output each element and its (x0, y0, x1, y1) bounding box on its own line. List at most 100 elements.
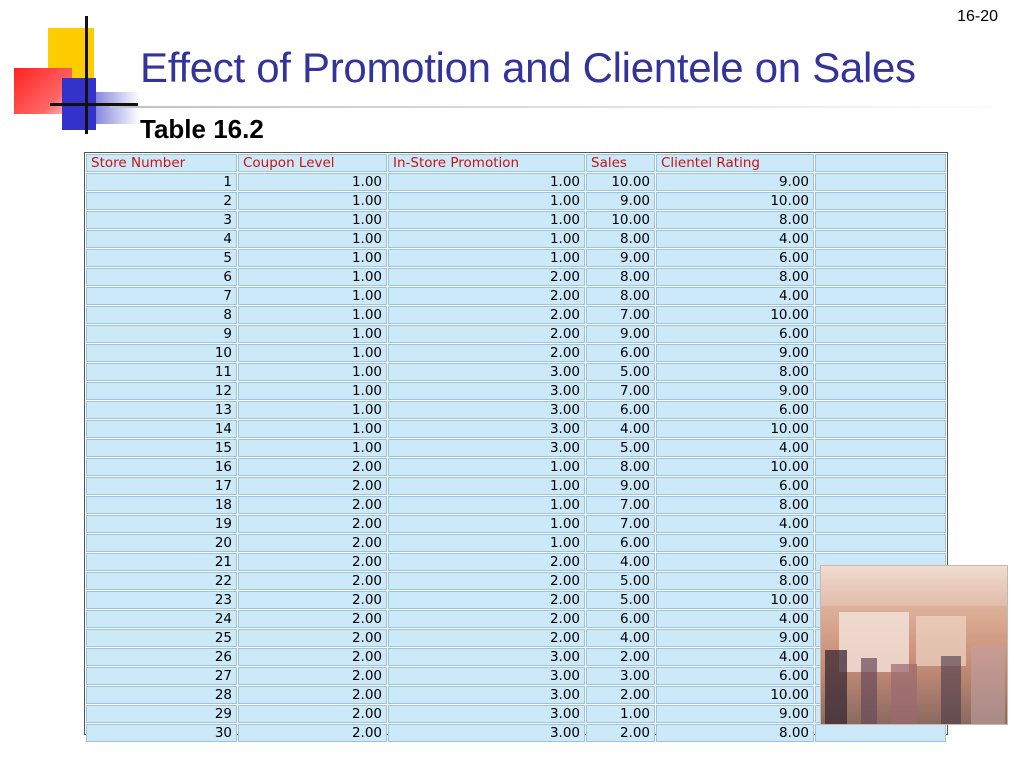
table-row: 16 2.00 1.00 8.00 10.00 (86, 458, 946, 476)
cell-in-store-promotion: 1.00 (388, 477, 585, 495)
cell-clientel-rating: 10.00 (656, 458, 814, 476)
cell-store-number: 4 (86, 230, 237, 248)
cell-coupon-level: 1.00 (238, 363, 387, 381)
cell-in-store-promotion: 3.00 (388, 363, 585, 381)
cell-coupon-level: 1.00 (238, 173, 387, 191)
cell-sales: 8.00 (586, 287, 655, 305)
cell-coupon-level: 2.00 (238, 648, 387, 666)
cell-coupon-level: 1.00 (238, 211, 387, 229)
cell-coupon-level: 1.00 (238, 268, 387, 286)
cell-in-store-promotion: 1.00 (388, 192, 585, 210)
cell-clientel-rating: 10.00 (656, 420, 814, 438)
slide-title: Effect of Promotion and Clientele on Sal… (140, 44, 916, 91)
cell-coupon-level: 1.00 (238, 230, 387, 248)
cell-in-store-promotion: 1.00 (388, 249, 585, 267)
cell-coupon-level: 1.00 (238, 382, 387, 400)
cell-clientel-rating: 8.00 (656, 724, 814, 742)
cell-store-number: 22 (86, 572, 237, 590)
cell-clientel-rating: 10.00 (656, 306, 814, 324)
cell-in-store-promotion: 1.00 (388, 534, 585, 552)
cell-coupon-level: 2.00 (238, 515, 387, 533)
cell-in-store-promotion: 2.00 (388, 610, 585, 628)
cell-sales: 6.00 (586, 610, 655, 628)
table-row: 21 2.00 2.00 4.00 6.00 (86, 553, 946, 571)
cell-coupon-level: 1.00 (238, 306, 387, 324)
cell-in-store-promotion: 1.00 (388, 515, 585, 533)
cell-coupon-level: 2.00 (238, 667, 387, 685)
cell-empty (815, 420, 946, 438)
cell-store-number: 12 (86, 382, 237, 400)
cell-store-number: 29 (86, 705, 237, 723)
table-row: 25 2.00 2.00 4.00 9.00 (86, 629, 946, 647)
cell-store-number: 3 (86, 211, 237, 229)
cell-sales: 7.00 (586, 306, 655, 324)
cell-in-store-promotion: 2.00 (388, 591, 585, 609)
cell-store-number: 8 (86, 306, 237, 324)
cell-store-number: 1 (86, 173, 237, 191)
cell-store-number: 28 (86, 686, 237, 704)
cell-sales: 2.00 (586, 686, 655, 704)
table-row: 6 1.00 2.00 8.00 8.00 (86, 268, 946, 286)
cell-empty (815, 439, 946, 457)
header-coupon-level: Coupon Level (238, 154, 387, 172)
cell-clientel-rating: 4.00 (656, 515, 814, 533)
slide-number: 16-20 (957, 8, 998, 25)
cell-in-store-promotion: 2.00 (388, 287, 585, 305)
cell-store-number: 9 (86, 325, 237, 343)
cell-store-number: 13 (86, 401, 237, 419)
cell-empty (815, 325, 946, 343)
cell-in-store-promotion: 2.00 (388, 325, 585, 343)
cell-in-store-promotion: 3.00 (388, 724, 585, 742)
cell-empty (815, 306, 946, 324)
cell-store-number: 15 (86, 439, 237, 457)
cell-coupon-level: 1.00 (238, 192, 387, 210)
table-row: 15 1.00 3.00 5.00 4.00 (86, 439, 946, 457)
cell-in-store-promotion: 3.00 (388, 439, 585, 457)
cell-store-number: 30 (86, 724, 237, 742)
cell-in-store-promotion: 2.00 (388, 306, 585, 324)
data-table: Store Number Coupon Level In-Store Promo… (85, 153, 947, 743)
cell-clientel-rating: 9.00 (656, 629, 814, 647)
cell-coupon-level: 1.00 (238, 325, 387, 343)
cell-sales: 8.00 (586, 230, 655, 248)
table-row: 1 1.00 1.00 10.00 9.00 (86, 173, 946, 191)
cell-sales: 8.00 (586, 458, 655, 476)
cell-clientel-rating: 4.00 (656, 439, 814, 457)
table-row: 28 2.00 3.00 2.00 10.00 (86, 686, 946, 704)
cell-in-store-promotion: 1.00 (388, 496, 585, 514)
cell-sales: 7.00 (586, 515, 655, 533)
table-row: 2 1.00 1.00 9.00 10.00 (86, 192, 946, 210)
cell-coupon-level: 2.00 (238, 610, 387, 628)
table-row: 20 2.00 1.00 6.00 9.00 (86, 534, 946, 552)
table-row: 7 1.00 2.00 8.00 4.00 (86, 287, 946, 305)
logo-vertical-line (85, 16, 88, 134)
cell-in-store-promotion: 1.00 (388, 173, 585, 191)
cell-in-store-promotion: 1.00 (388, 211, 585, 229)
cell-sales: 5.00 (586, 363, 655, 381)
table-row: 22 2.00 2.00 5.00 8.00 (86, 572, 946, 590)
cell-store-number: 19 (86, 515, 237, 533)
table-row: 23 2.00 2.00 5.00 10.00 (86, 591, 946, 609)
cell-sales: 9.00 (586, 325, 655, 343)
cell-clientel-rating: 6.00 (656, 325, 814, 343)
table-row: 29 2.00 3.00 1.00 9.00 (86, 705, 946, 723)
cell-coupon-level: 1.00 (238, 420, 387, 438)
header-in-store-promotion: In-Store Promotion (388, 154, 585, 172)
cell-empty (815, 724, 946, 742)
cell-sales: 7.00 (586, 382, 655, 400)
cell-store-number: 27 (86, 667, 237, 685)
cell-store-number: 14 (86, 420, 237, 438)
cell-in-store-promotion: 1.00 (388, 230, 585, 248)
cell-clientel-rating: 8.00 (656, 572, 814, 590)
cell-sales: 5.00 (586, 572, 655, 590)
cell-empty (815, 344, 946, 362)
cell-coupon-level: 1.00 (238, 344, 387, 362)
cell-empty (815, 249, 946, 267)
cell-in-store-promotion: 3.00 (388, 401, 585, 419)
cell-store-number: 7 (86, 287, 237, 305)
cell-coupon-level: 1.00 (238, 401, 387, 419)
cell-coupon-level: 2.00 (238, 477, 387, 495)
cell-coupon-level: 2.00 (238, 458, 387, 476)
cell-store-number: 10 (86, 344, 237, 362)
cell-store-number: 18 (86, 496, 237, 514)
